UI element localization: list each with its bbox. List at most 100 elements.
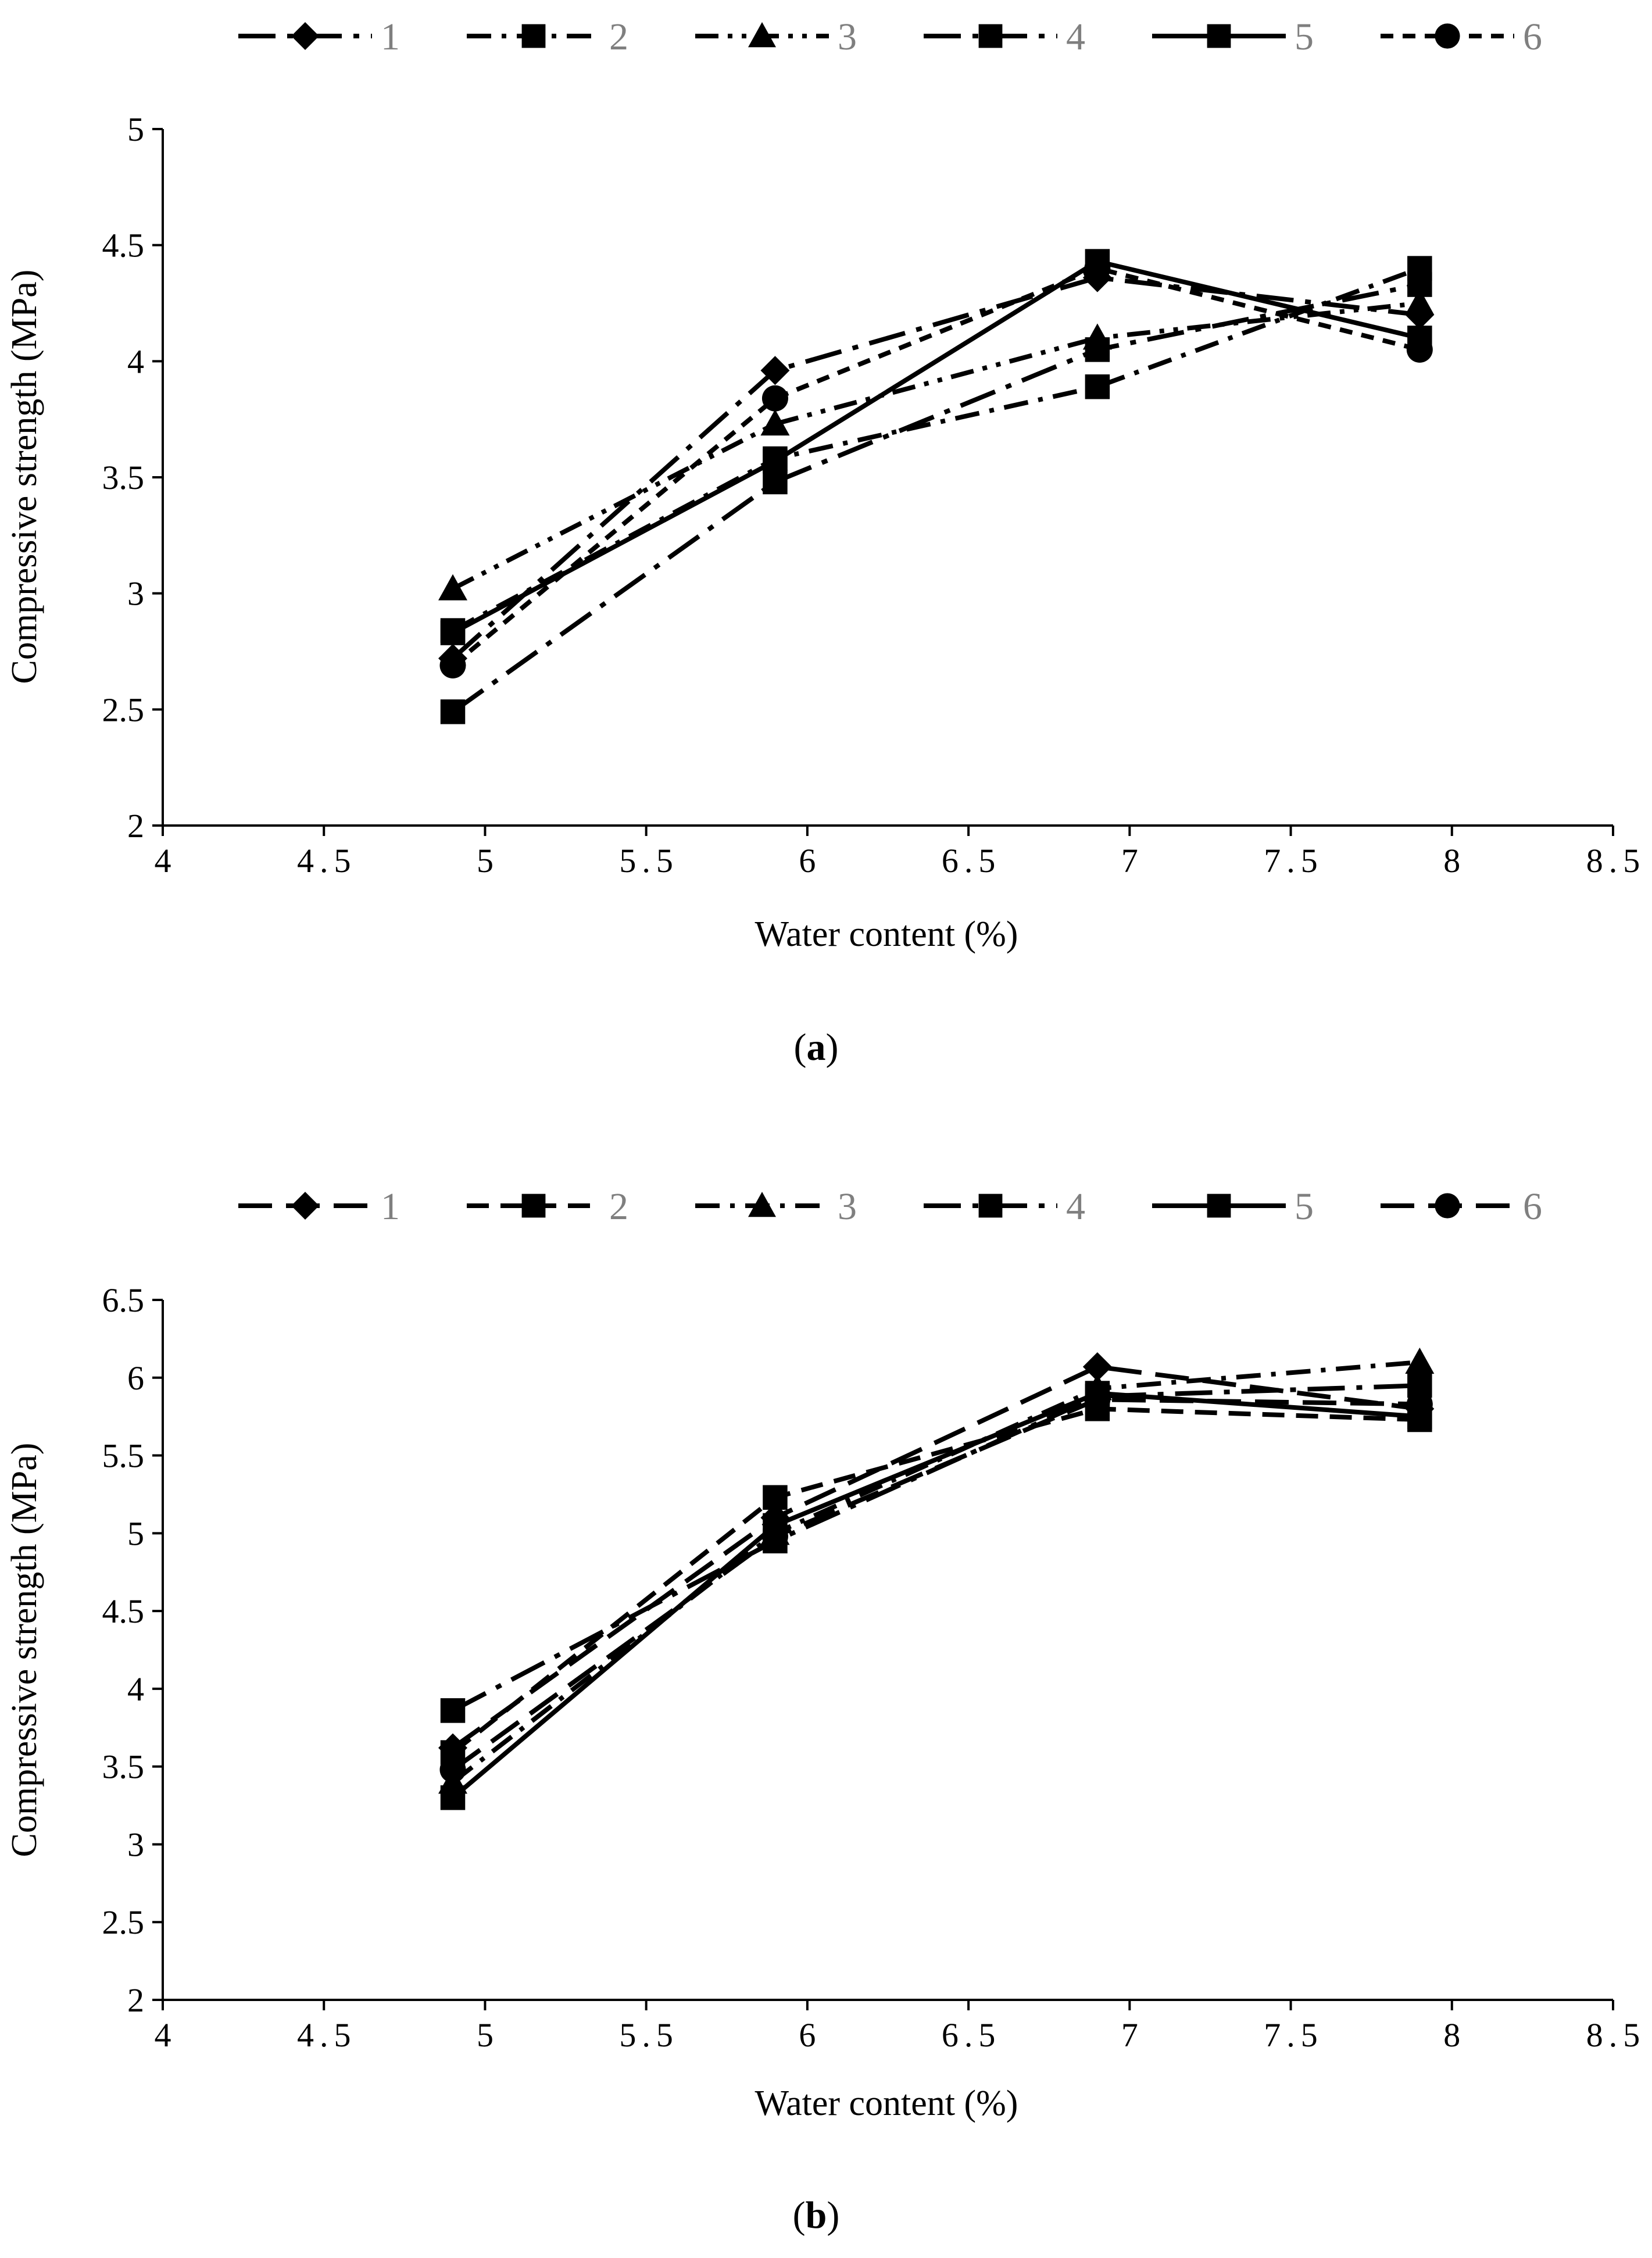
y-tick-label: 2 bbox=[127, 1981, 144, 2019]
legend-label-3: 3 bbox=[838, 1185, 857, 1228]
caption-b-open: ( bbox=[793, 2194, 806, 2236]
y-tick-label: 5 bbox=[127, 110, 144, 148]
legend-label-2: 2 bbox=[609, 16, 628, 58]
legend-label-4: 4 bbox=[1066, 16, 1085, 58]
chart-panel-a: 1 2 3 4 5 6 2 2.5 3 3.5 4 4.5 5 4 4.5 5 5.5 6 6.5 7 7.5 8 8.5… bbox=[5, 16, 1646, 1069]
series-line-4 bbox=[452, 1383, 1420, 1713]
x-tick-label: 7 bbox=[1121, 842, 1144, 880]
series-line-3 bbox=[452, 301, 1420, 591]
y-tick-label: 3.5 bbox=[102, 1748, 145, 1786]
legend-label-1: 1 bbox=[381, 1185, 400, 1228]
legend-label-3: 3 bbox=[838, 16, 857, 58]
data-point-5 bbox=[440, 1785, 466, 1810]
y-tick-label: 4.5 bbox=[102, 227, 145, 265]
data-point-6 bbox=[439, 652, 466, 678]
x-axis-label-a: Water content (%) bbox=[755, 914, 1018, 954]
x-tick-label: 8.5 bbox=[1586, 842, 1646, 880]
x-tick-label: 5 bbox=[477, 842, 499, 880]
data-point-5 bbox=[763, 448, 788, 474]
x-tick-label: 7.5 bbox=[1264, 2016, 1324, 2054]
y-tick-label: 2 bbox=[127, 807, 144, 845]
y-tick-label: 3 bbox=[127, 575, 144, 613]
x-tick-label: 5 bbox=[477, 2016, 499, 2054]
x-tick-label: 6.5 bbox=[942, 2016, 1002, 2054]
data-point-6 bbox=[439, 1756, 466, 1783]
y-tick-label: 4 bbox=[127, 1670, 144, 1708]
x-tick-label: 7 bbox=[1121, 2016, 1144, 2054]
data-point-6 bbox=[1084, 255, 1111, 282]
y-tick-label: 4.5 bbox=[102, 1592, 145, 1630]
y-tick-label: 4 bbox=[127, 342, 144, 380]
series-line-3 bbox=[451, 1360, 1420, 1784]
y-tick-label: 5 bbox=[127, 1514, 144, 1552]
legend-label-6: 6 bbox=[1523, 1185, 1542, 1228]
legend-marker-4 bbox=[978, 1194, 1003, 1218]
x-tick-label: 5.5 bbox=[619, 2016, 679, 2054]
series-line-6 bbox=[451, 266, 1421, 667]
legend-b: 1 2 3 4 5 6 bbox=[238, 1185, 1542, 1228]
legend-label-6: 6 bbox=[1523, 16, 1542, 58]
data-point-5 bbox=[440, 620, 466, 645]
data-point-2 bbox=[763, 1485, 788, 1510]
legend-marker-3 bbox=[748, 22, 776, 48]
legend-marker-6 bbox=[1435, 23, 1460, 49]
data-point-3 bbox=[760, 409, 790, 436]
legend-marker-6 bbox=[1435, 1193, 1460, 1219]
x-tick-label: 4 bbox=[155, 2016, 177, 2054]
legend-marker-5 bbox=[1207, 1194, 1231, 1218]
axes-b: 2 2.5 3 3.5 4 4.5 5 5.5 6 6.5 4 4.5 5 5.5 6 6.5 7 7.5 8 8.5 bbox=[102, 1281, 1646, 2054]
series-line-1 bbox=[451, 1364, 1420, 1750]
data-point-4 bbox=[440, 699, 466, 724]
data-point-1 bbox=[760, 356, 790, 385]
y-axis-label-b: Compressive strength (MPa) bbox=[5, 1443, 44, 1857]
data-point-4 bbox=[1407, 272, 1432, 297]
caption-a: (a) bbox=[794, 1026, 839, 1069]
legend-marker-2 bbox=[521, 1194, 546, 1218]
x-tick-label: 4.5 bbox=[297, 842, 357, 880]
legend-marker-2 bbox=[521, 24, 546, 48]
series-line-6 bbox=[451, 1397, 1420, 1772]
x-tick-label: 6.5 bbox=[942, 842, 1002, 880]
data-point-4 bbox=[440, 1698, 466, 1723]
x-tick-label: 7.5 bbox=[1264, 842, 1324, 880]
y-axis-label-a: Compressive strength (MPa) bbox=[5, 270, 44, 684]
x-tick-label: 8 bbox=[1443, 842, 1466, 880]
caption-a-letter: a bbox=[807, 1026, 826, 1069]
legend-marker-1 bbox=[291, 22, 319, 50]
x-tick-label: 4.5 bbox=[297, 2016, 357, 2054]
y-tick-label: 3.5 bbox=[102, 459, 145, 496]
caption-b-close: ) bbox=[827, 2194, 839, 2236]
caption-a-open: ( bbox=[794, 1026, 807, 1069]
legend-marker-5 bbox=[1207, 24, 1231, 48]
data-point-6 bbox=[1406, 336, 1433, 363]
y-tick-label: 2.5 bbox=[102, 691, 145, 728]
series-line-2 bbox=[452, 266, 1421, 633]
x-tick-label: 8.5 bbox=[1586, 2016, 1646, 2054]
x-tick-label: 6 bbox=[799, 842, 821, 880]
data-point-4 bbox=[1085, 337, 1110, 362]
legend-label-1: 1 bbox=[381, 16, 400, 58]
data-point-4 bbox=[763, 469, 788, 495]
axes-a: 2 2.5 3 3.5 4 4.5 5 4 4.5 5 5.5 6 6.5 7 7.5 8 8.5 bbox=[102, 110, 1646, 880]
legend-label-2: 2 bbox=[609, 1185, 628, 1228]
series-line-1 bbox=[451, 275, 1420, 660]
data-point-6 bbox=[761, 1523, 788, 1550]
x-axis-label-b: Water content (%) bbox=[755, 2084, 1018, 2123]
x-tick-label: 5.5 bbox=[619, 842, 679, 880]
x-tick-label: 6 bbox=[799, 2016, 821, 2054]
caption-b: (b) bbox=[793, 2194, 840, 2236]
series-line-4 bbox=[451, 282, 1421, 714]
series-group-a bbox=[438, 249, 1435, 724]
data-point-3 bbox=[1405, 288, 1435, 315]
legend-marker-3 bbox=[748, 1192, 776, 1217]
legend-label-4: 4 bbox=[1066, 1185, 1085, 1228]
series-line-5 bbox=[452, 259, 1421, 635]
legend-label-5: 5 bbox=[1295, 16, 1314, 58]
data-point-1 bbox=[1082, 1352, 1112, 1382]
series-group-b bbox=[438, 1348, 1435, 1810]
data-point-6 bbox=[761, 385, 788, 412]
x-tick-label: 4 bbox=[155, 842, 177, 880]
x-tick-label: 8 bbox=[1443, 2016, 1466, 2054]
y-tick-label: 5.5 bbox=[102, 1437, 145, 1475]
